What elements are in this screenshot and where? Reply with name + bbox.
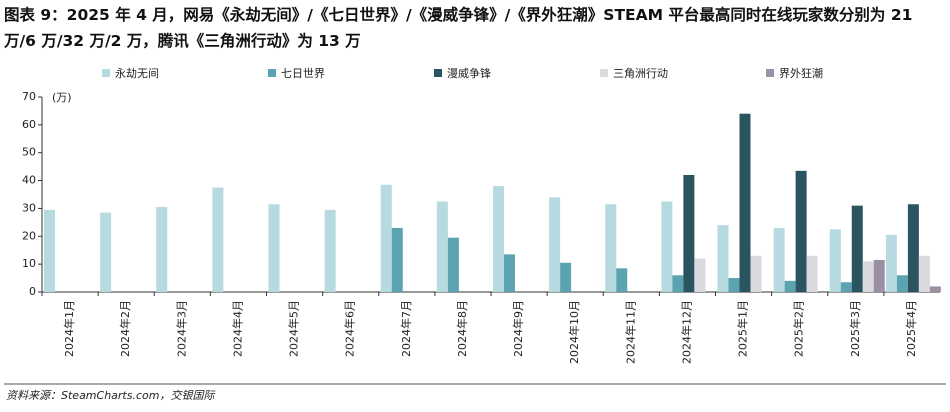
bar <box>324 209 336 292</box>
bar <box>739 113 751 292</box>
x-tick-label: 2024年12月 <box>679 300 693 364</box>
y-tick-label: 50 <box>22 146 36 159</box>
legend-label: 三角洲行动 <box>613 67 668 80</box>
y-tick-label: 30 <box>22 201 36 214</box>
bar <box>493 186 504 292</box>
x-tick-label: 2024年8月 <box>455 300 469 357</box>
bar <box>829 229 841 292</box>
bar <box>436 201 448 292</box>
bar <box>795 170 807 292</box>
bar <box>896 275 908 292</box>
bar <box>672 275 684 292</box>
bar <box>773 227 785 292</box>
y-tick-label: 40 <box>22 174 36 187</box>
x-tick-label: 2024年3月 <box>174 300 188 357</box>
bar <box>717 225 729 292</box>
bar <box>212 187 224 292</box>
bar <box>929 286 941 292</box>
bar <box>661 201 673 292</box>
bar <box>605 204 617 292</box>
x-tick-label: 2025年4月 <box>904 300 918 357</box>
x-tick-label: 2024年10月 <box>567 300 581 364</box>
y-tick-label: 70 <box>22 90 36 103</box>
bar <box>851 205 863 292</box>
legend-label: 永劫无间 <box>115 66 159 80</box>
bar <box>560 262 572 292</box>
x-tick-label: 2025年3月 <box>848 300 862 357</box>
x-tick-label: 2025年2月 <box>792 300 806 357</box>
bar <box>885 234 897 292</box>
x-tick-label: 2024年7月 <box>399 300 413 357</box>
y-tick-label: 60 <box>22 118 36 131</box>
chart-title: 图表 9：2025 年 4 月，网易《永劫无间》/《七日世界》/《漫威争锋》/《… <box>4 6 913 50</box>
bar <box>806 255 818 292</box>
x-tick-label: 2024年1月 <box>62 300 76 357</box>
bar <box>918 255 930 292</box>
bar <box>784 280 796 292</box>
y-axis-label: (万) <box>52 91 72 104</box>
legend-swatch <box>102 69 110 77</box>
x-tick-label: 2024年2月 <box>118 300 132 357</box>
legend-label: 界外狂潮 <box>779 66 823 80</box>
title-box: 图表 9：2025 年 4 月，网易《永劫无间》/《七日世界》/《漫威争锋》/《… <box>4 6 913 50</box>
legend-label: 七日世界 <box>281 67 325 80</box>
bar <box>100 212 112 292</box>
bar <box>391 227 403 292</box>
bar <box>750 255 762 292</box>
legend-swatch <box>268 69 276 77</box>
y-tick-label: 20 <box>22 229 36 242</box>
bar <box>862 261 874 292</box>
bar <box>728 278 740 292</box>
bar <box>504 254 515 292</box>
x-tick-label: 2024年5月 <box>287 300 301 357</box>
x-tick-label: 2024年11月 <box>623 300 637 364</box>
bar <box>447 237 459 292</box>
x-tick-label: 2024年4月 <box>230 300 244 357</box>
bar <box>44 209 55 292</box>
legend-label: 漫威争锋 <box>447 66 491 80</box>
bar <box>694 258 706 292</box>
bar <box>268 204 280 292</box>
bar <box>380 184 392 292</box>
bar <box>873 259 885 292</box>
x-tick-label: 2024年9月 <box>511 300 525 357</box>
legend-swatch <box>434 69 442 77</box>
legend-swatch <box>766 69 774 77</box>
bar <box>907 204 919 292</box>
source: 资料来源：SteamCharts.com，交银国际 <box>6 389 215 402</box>
bar <box>549 197 561 292</box>
bar <box>616 268 628 292</box>
y-tick-label: 10 <box>22 257 36 270</box>
legend-swatch <box>600 69 608 77</box>
x-tick-label: 2024年6月 <box>343 300 357 357</box>
bar <box>683 175 695 292</box>
x-tick-label: 2025年1月 <box>736 300 750 357</box>
bar <box>840 282 852 292</box>
bar <box>156 207 168 292</box>
y-tick-label: 0 <box>29 285 36 298</box>
